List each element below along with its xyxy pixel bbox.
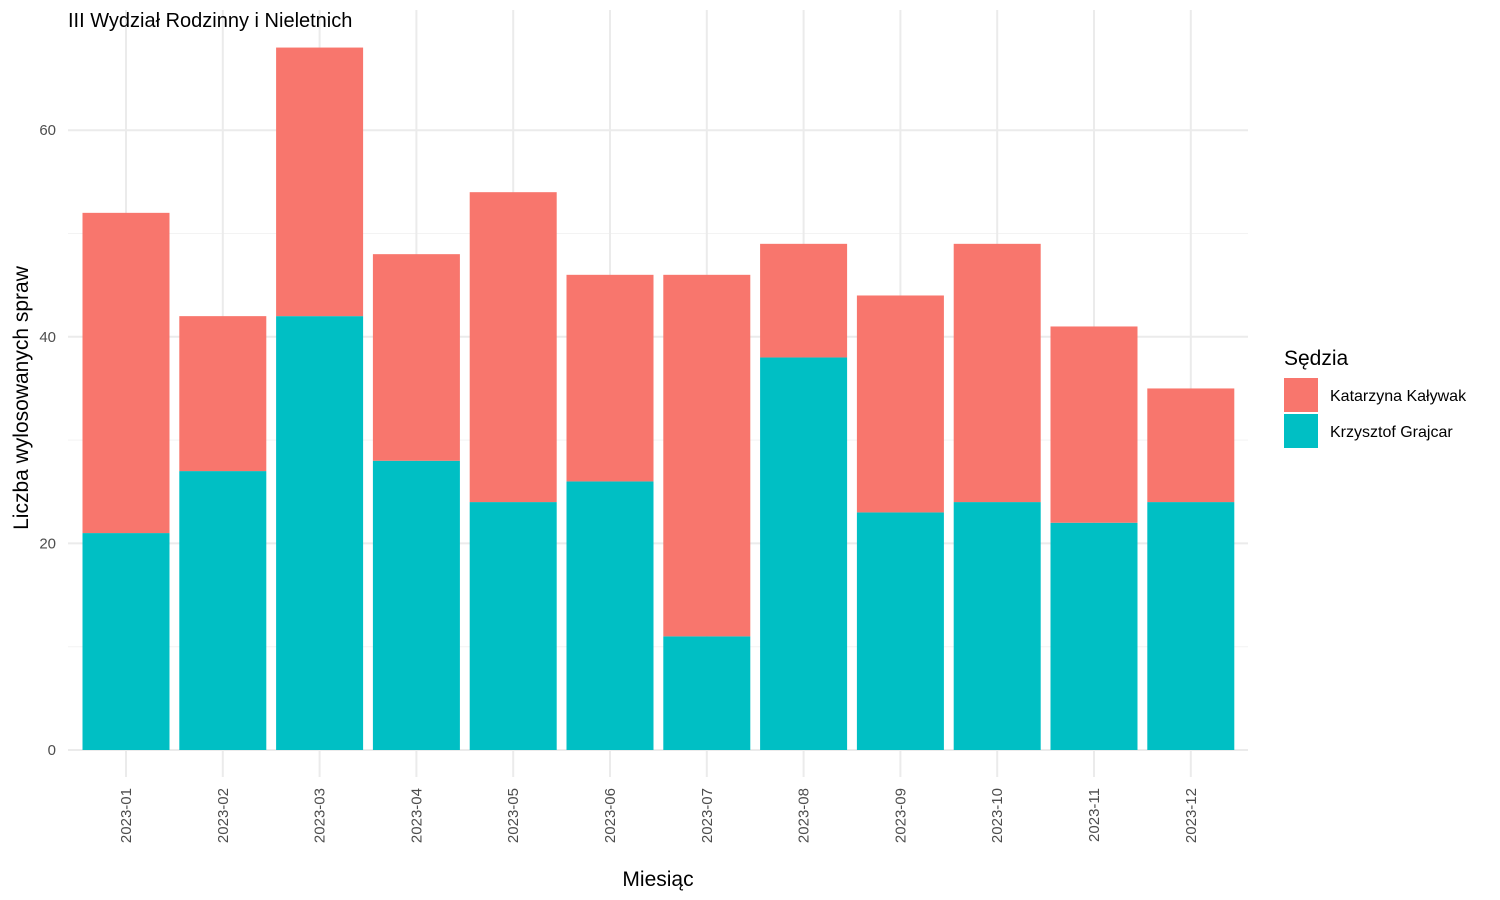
x-tick-label: 2023-06 <box>602 788 619 843</box>
legend-title: Sędzia <box>1284 347 1349 370</box>
bar-katarzyna-2023-12 <box>1147 388 1235 503</box>
x-tick-label: 2023-11 <box>1086 788 1103 842</box>
bar-katarzyna-2023-02 <box>179 316 267 472</box>
legend-label-katarzyna: Katarzyna Kaływak <box>1330 388 1467 405</box>
bars <box>82 47 1235 750</box>
x-axis-ticks: 2023-01 2023-02 2023-03 2023-04 2023-05 2023-… <box>118 788 1200 843</box>
bar-krzysztof-2023-08 <box>760 357 848 750</box>
bar-katarzyna-2023-04 <box>372 254 460 461</box>
y-tick-label: 0 <box>48 742 56 759</box>
bar-krzysztof-2023-12 <box>1147 502 1235 750</box>
bar-katarzyna-2023-01 <box>82 212 170 534</box>
bar-katarzyna-2023-09 <box>856 295 944 513</box>
chart-title: III Wydział Rodzinny i Nieletnich <box>68 10 352 32</box>
bar-krzysztof-2023-07 <box>663 636 751 750</box>
bar-krzysztof-2023-05 <box>469 502 557 750</box>
bar-krzysztof-2023-04 <box>372 460 460 750</box>
bar-katarzyna-2023-11 <box>1050 326 1138 523</box>
y-axis-title: Liczba wylosowanych spraw <box>10 265 33 530</box>
y-tick-label: 60 <box>39 122 56 139</box>
legend-label-krzysztof: Krzysztof Grajcar <box>1330 424 1453 441</box>
bar-krzysztof-2023-06 <box>566 481 654 750</box>
bar-krzysztof-2023-03 <box>276 316 364 750</box>
bar-katarzyna-2023-07 <box>663 274 751 637</box>
x-tick-label: 2023-10 <box>989 788 1006 843</box>
x-tick-label: 2023-08 <box>796 788 813 843</box>
y-tick-label: 40 <box>39 329 56 346</box>
x-axis-title: Miesiąc <box>622 868 693 891</box>
bar-katarzyna-2023-10 <box>953 243 1041 503</box>
x-tick-label: 2023-03 <box>312 788 329 843</box>
bar-katarzyna-2023-05 <box>469 192 557 503</box>
x-tick-label: 2023-07 <box>699 788 716 843</box>
legend: Sędzia Katarzyna Kaływak Krzysztof Grajca… <box>1284 347 1467 448</box>
y-tick-label: 20 <box>39 535 56 552</box>
bar-katarzyna-2023-08 <box>760 243 848 358</box>
x-tick-label: 2023-12 <box>1183 788 1200 843</box>
bar-krzysztof-2023-11 <box>1050 522 1138 750</box>
bar-katarzyna-2023-06 <box>566 274 654 482</box>
legend-key-katarzyna <box>1284 378 1318 412</box>
bar-krzysztof-2023-10 <box>953 502 1041 750</box>
x-tick-label: 2023-01 <box>118 788 135 843</box>
x-tick-label: 2023-05 <box>505 788 522 843</box>
y-axis-ticks: 0 20 40 60 <box>39 122 56 759</box>
bar-katarzyna-2023-03 <box>276 47 364 317</box>
bar-krzysztof-2023-09 <box>856 512 944 750</box>
legend-key-krzysztof <box>1284 414 1318 448</box>
bar-krzysztof-2023-01 <box>82 533 170 750</box>
bar-krzysztof-2023-02 <box>179 471 267 750</box>
x-tick-label: 2023-02 <box>215 788 232 843</box>
x-tick-label: 2023-09 <box>892 788 909 843</box>
x-tick-label: 2023-04 <box>408 788 425 843</box>
